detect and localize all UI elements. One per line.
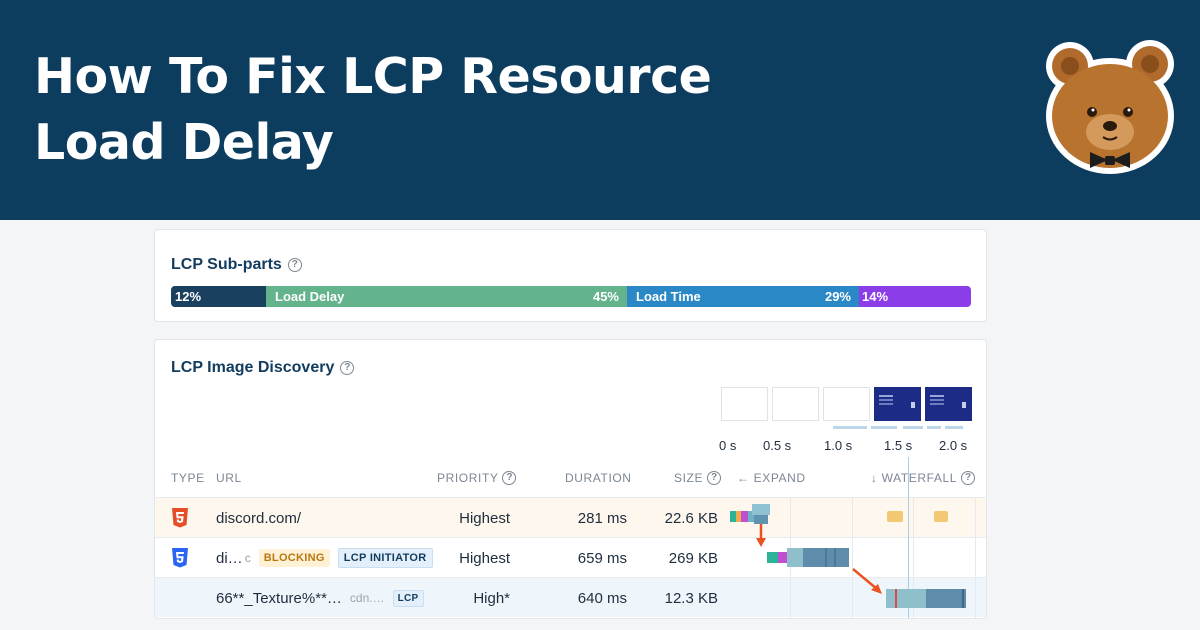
column-priority-label: PRIORITY <box>437 471 499 485</box>
help-icon[interactable]: ? <box>340 361 355 375</box>
filmstrip <box>721 387 972 421</box>
subpart-ttfb[interactable]: 12% <box>171 286 266 307</box>
size-cell: 269 KB <box>668 549 718 567</box>
lcp-initiator-badge: LCP INITIATOR <box>337 548 433 568</box>
subparts-title-text: LCP Sub-parts <box>171 256 282 273</box>
column-duration-label: DURATION <box>565 471 632 485</box>
subpart-load-time-percent: 29% <box>824 289 851 304</box>
arrow-left-icon: ← <box>737 471 750 485</box>
lcp-image-discovery-card: LCP Image Discovery ? 0 s 0.5 s 1.0 s 1.… <box>154 339 987 619</box>
subpart-render-delay[interactable]: 14% <box>859 286 971 307</box>
column-size[interactable]: SIZE? <box>674 471 722 485</box>
timeline-ticks: 0 s 0.5 s 1.0 s 1.5 s 2.0 s <box>717 438 977 454</box>
table-header: TYPE URL PRIORITY? DURATION SIZE? ← EXPAN… <box>155 471 986 489</box>
filmstrip-frame[interactable] <box>721 387 768 421</box>
timeline-tick: 0.5 s <box>763 438 792 453</box>
html5-icon <box>172 508 188 528</box>
filmstrip-frame[interactable] <box>925 387 972 421</box>
column-waterfall[interactable]: ↓ WATERFALL? <box>871 471 976 485</box>
lcp-badge: LCP <box>392 589 424 607</box>
subparts-card-title: LCP Sub-parts ? <box>171 256 302 274</box>
subparts-bar: 12% Load Delay 45% Load Time 29% 14% <box>171 286 971 307</box>
filmstrip-frame[interactable] <box>823 387 870 421</box>
type-cell <box>171 538 193 578</box>
column-type-label: TYPE <box>171 471 205 485</box>
subpart-load-time[interactable]: Load Time 29% <box>627 286 859 307</box>
subpart-render-delay-percent: 14% <box>862 289 889 304</box>
css3-icon <box>172 548 188 568</box>
arrow-down-icon: ↓ <box>871 471 878 485</box>
help-icon[interactable]: ? <box>287 258 302 272</box>
expand-label: EXPAND <box>753 471 806 485</box>
column-type[interactable]: TYPE <box>171 471 205 485</box>
blocking-badge: BLOCKING <box>258 549 330 567</box>
subpart-load-delay-percent: 45% <box>592 289 619 304</box>
subpart-load-delay[interactable]: Load Delay 45% <box>266 286 627 307</box>
help-icon[interactable]: ? <box>502 471 517 485</box>
url-domain: c <box>244 551 251 565</box>
url-text: di… <box>216 549 243 567</box>
url-domain: cdn.… <box>349 591 385 605</box>
size-cell: 22.6 KB <box>664 509 718 527</box>
duration-cell: 281 ms <box>577 509 627 527</box>
url-cell[interactable]: discord.com/ <box>216 498 301 538</box>
timeline-tick: 1.0 s <box>824 438 853 453</box>
size-cell: 12.3 KB <box>664 589 718 607</box>
table-row[interactable]: di… c BLOCKING LCP INITIATOR Highest 659… <box>155 537 986 578</box>
url-cell[interactable]: di… c BLOCKING LCP INITIATOR <box>216 538 433 578</box>
priority-cell: High* <box>473 589 510 607</box>
url-text: 66**_Texture%**… <box>216 589 342 607</box>
discovery-card-title: LCP Image Discovery ? <box>171 359 355 377</box>
lcp-subparts-card: LCP Sub-parts ? 12% Load Delay 45% Load … <box>154 229 987 322</box>
duration-cell: 640 ms <box>577 589 627 607</box>
priority-cell: Highest <box>459 549 510 567</box>
duration-cell: 659 ms <box>577 549 627 567</box>
column-url[interactable]: URL <box>216 471 242 485</box>
timeline-tick: 2.0 s <box>939 438 968 453</box>
column-priority[interactable]: PRIORITY? <box>437 471 517 485</box>
filmstrip-frame[interactable] <box>772 387 819 421</box>
timeline-tick: 1.5 s <box>884 438 913 453</box>
type-cell <box>171 578 193 618</box>
url-cell[interactable]: 66**_Texture%**… cdn.… LCP <box>216 578 424 618</box>
subpart-load-delay-label: Load Delay <box>275 289 345 304</box>
table-row[interactable]: 66**_Texture%**… cdn.… LCP High* 640 ms … <box>155 577 986 618</box>
url-text: discord.com/ <box>216 509 302 527</box>
column-size-label: SIZE <box>674 471 704 485</box>
page-title: How To Fix LCP Resource Load Delay <box>34 48 712 171</box>
priority-cell: Highest <box>459 509 510 527</box>
expand-button[interactable]: ← EXPAND <box>737 471 806 485</box>
hero-banner: How To Fix LCP Resource Load Delay <box>0 0 1200 220</box>
column-url-label: URL <box>216 471 242 485</box>
help-icon[interactable]: ? <box>707 471 722 485</box>
filmstrip-frame[interactable] <box>874 387 921 421</box>
type-cell <box>171 498 193 538</box>
discovery-title-text: LCP Image Discovery <box>171 359 335 376</box>
subpart-load-time-label: Load Time <box>636 289 701 304</box>
column-duration[interactable]: DURATION <box>565 471 632 485</box>
bear-mascot-icon <box>1046 40 1174 174</box>
filmstrip-progress <box>721 426 971 430</box>
table-row[interactable]: discord.com/ Highest 281 ms 22.6 KB <box>155 497 986 538</box>
timeline-tick: 0 s <box>719 438 737 453</box>
help-icon[interactable]: ? <box>961 471 976 485</box>
column-waterfall-label: WATERFALL <box>881 471 958 485</box>
subpart-ttfb-percent: 12% <box>175 289 202 304</box>
